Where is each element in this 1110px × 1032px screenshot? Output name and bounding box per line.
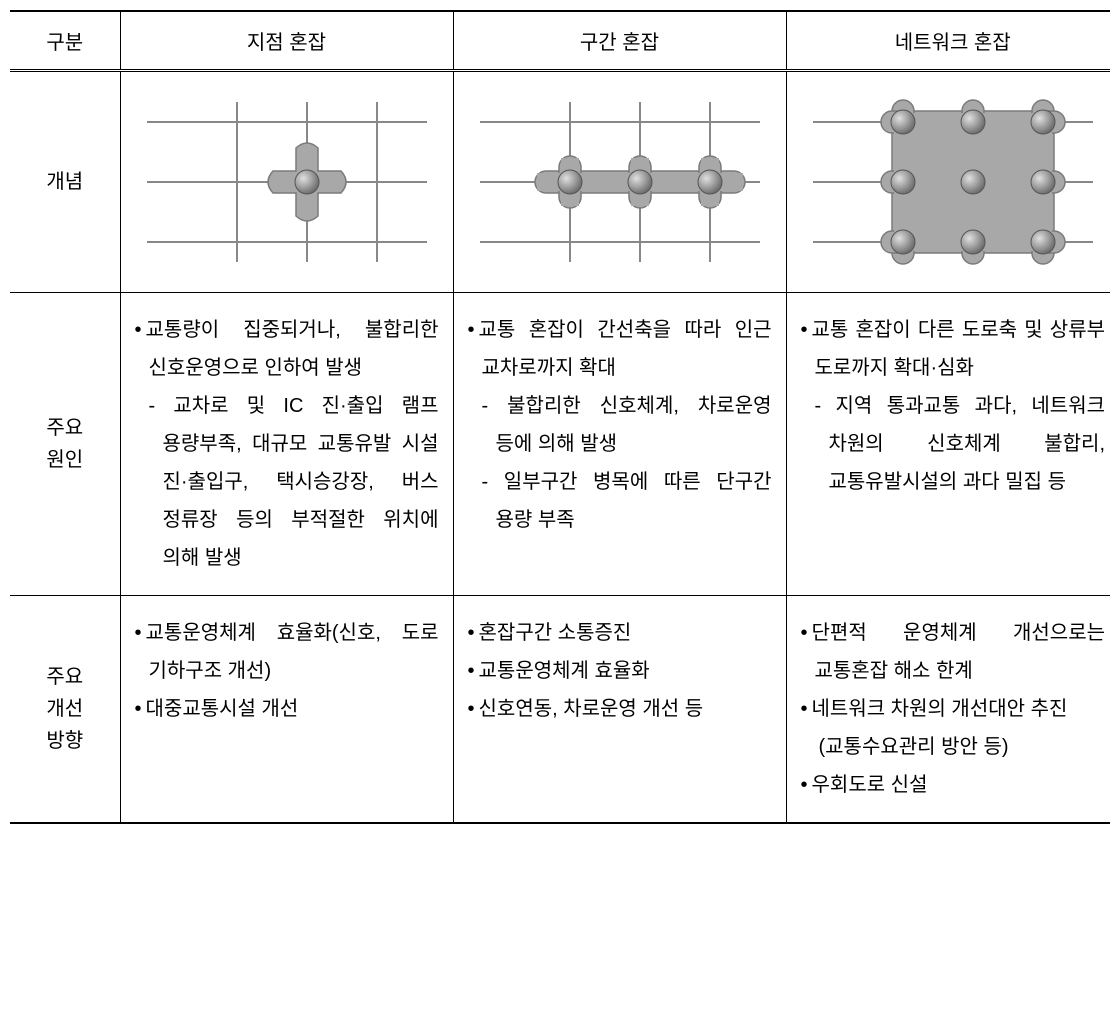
list-item: 혼잡구간 소통증진 xyxy=(468,614,772,652)
cause-point-list: 교통량이 집중되거나, 불합리한 신호운영으로 인하여 발생교차로 및 IC 진… xyxy=(135,311,439,577)
cause-section-list: 교통 혼잡이 간선축을 따라 인근 교차로까지 확대불합리한 신호체계, 차로운… xyxy=(468,311,772,539)
list-item: 일부구간 병목에 따른 단구간 용량 부족 xyxy=(468,463,772,539)
table-row-concept: 개념 xyxy=(10,71,1110,293)
list-item: 불합리한 신호체계, 차로운영 등에 의해 발생 xyxy=(468,387,772,463)
list-item: 지역 통과교통 과다, 네트워크 차원의 신호체계 불합리, 교통유발시설의 과… xyxy=(801,387,1106,501)
list-item: 네트워크 차원의 개선대안 추진 xyxy=(801,690,1106,728)
list-item: 교통운영체계 효율화 xyxy=(468,652,772,690)
section-congestion-icon xyxy=(470,92,770,272)
improve-point-list: 교통운영체계 효율화(신호, 도로 기하구조 개선)대중교통시설 개선 xyxy=(135,614,439,728)
cell-cause-point: 교통량이 집중되거나, 불합리한 신호운영으로 인하여 발생교차로 및 IC 진… xyxy=(120,293,453,596)
header-category: 구분 xyxy=(10,11,120,71)
list-item: (교통수요관리 방안 등) xyxy=(801,728,1106,766)
diagram-network-congestion xyxy=(786,71,1110,293)
cell-improve-network: 단편적 운영체계 개선으로는 교통혼잡 해소 한계네트워크 차원의 개선대안 추… xyxy=(786,596,1110,824)
cell-cause-network: 교통 혼잡이 다른 도로축 및 상류부 도로까지 확대·심화지역 통과교통 과다… xyxy=(786,293,1110,596)
cause-network-list: 교통 혼잡이 다른 도로축 및 상류부 도로까지 확대·심화지역 통과교통 과다… xyxy=(801,311,1106,501)
header-point: 지점 혼잡 xyxy=(120,11,453,71)
list-item: 교통 혼잡이 간선축을 따라 인근 교차로까지 확대 xyxy=(468,311,772,387)
list-item: 교통량이 집중되거나, 불합리한 신호운영으로 인하여 발생 xyxy=(135,311,439,387)
point-congestion-icon xyxy=(137,92,437,272)
diagram-point-congestion xyxy=(120,71,453,293)
row-label-concept: 개념 xyxy=(10,71,120,293)
table-header-row: 구분 지점 혼잡 구간 혼잡 네트워크 혼잡 xyxy=(10,11,1110,71)
table-row-improvement: 주요개선방향 교통운영체계 효율화(신호, 도로 기하구조 개선)대중교통시설 … xyxy=(10,596,1110,824)
table-row-cause: 주요원인 교통량이 집중되거나, 불합리한 신호운영으로 인하여 발생교차로 및… xyxy=(10,293,1110,596)
list-item: 신호연동, 차로운영 개선 등 xyxy=(468,690,772,728)
cell-improve-point: 교통운영체계 효율화(신호, 도로 기하구조 개선)대중교통시설 개선 xyxy=(120,596,453,824)
improve-section-list: 혼잡구간 소통증진교통운영체계 효율화신호연동, 차로운영 개선 등 xyxy=(468,614,772,728)
row-label-improvement: 주요개선방향 xyxy=(10,596,120,824)
list-item: 교차로 및 IC 진·출입 램프 용량부족, 대규모 교통유발 시설 진·출입구… xyxy=(135,387,439,577)
congestion-type-table: 구분 지점 혼잡 구간 혼잡 네트워크 혼잡 개념 주요원인 교통량이 집중되거… xyxy=(10,10,1110,824)
list-item: 교통 혼잡이 다른 도로축 및 상류부 도로까지 확대·심화 xyxy=(801,311,1106,387)
list-item: 대중교통시설 개선 xyxy=(135,690,439,728)
list-item: 우회도로 신설 xyxy=(801,766,1106,804)
improve-network-list: 단편적 운영체계 개선으로는 교통혼잡 해소 한계네트워크 차원의 개선대안 추… xyxy=(801,614,1106,804)
header-section: 구간 혼잡 xyxy=(453,11,786,71)
cell-cause-section: 교통 혼잡이 간선축을 따라 인근 교차로까지 확대불합리한 신호체계, 차로운… xyxy=(453,293,786,596)
row-label-cause: 주요원인 xyxy=(10,293,120,596)
list-item: 단편적 운영체계 개선으로는 교통혼잡 해소 한계 xyxy=(801,614,1106,690)
diagram-section-congestion xyxy=(453,71,786,293)
cell-improve-section: 혼잡구간 소통증진교통운영체계 효율화신호연동, 차로운영 개선 등 xyxy=(453,596,786,824)
network-congestion-icon xyxy=(803,92,1103,272)
list-item: 교통운영체계 효율화(신호, 도로 기하구조 개선) xyxy=(135,614,439,690)
header-network: 네트워크 혼잡 xyxy=(786,11,1110,71)
